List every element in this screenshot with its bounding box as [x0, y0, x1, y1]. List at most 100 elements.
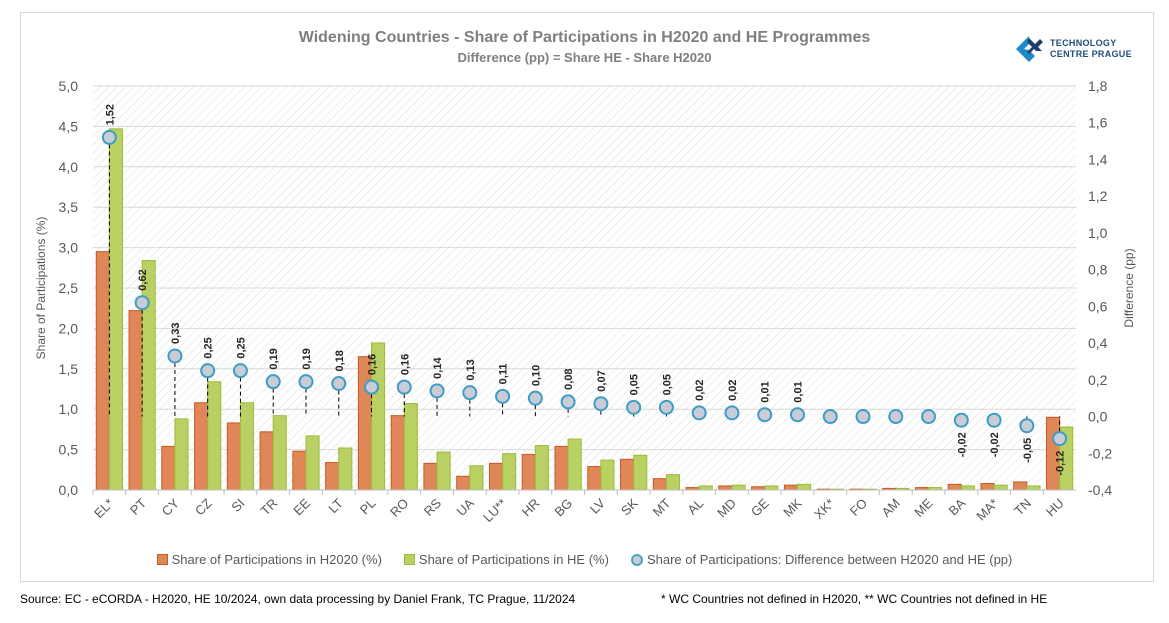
x-tick-label: AM [879, 496, 903, 520]
x-tick-label: UA [454, 495, 478, 519]
difference-point [888, 409, 904, 425]
bar-he [1026, 485, 1041, 491]
y-tick-label: 4,0 [59, 159, 79, 175]
bar-he [796, 483, 812, 491]
bar-h2020 [390, 415, 405, 491]
bar-he [502, 453, 517, 491]
bar-h2020 [1013, 481, 1028, 491]
legend-item-h2020[interactable]: Share of Participations in H2020 (%) [156, 552, 382, 567]
x-tick-label: PT [127, 495, 149, 517]
difference-label: -0,02 [956, 432, 968, 457]
bar-he [534, 445, 549, 491]
difference-label: 0,01 [792, 381, 804, 402]
y2-tick-label: 0,2 [1088, 372, 1108, 388]
difference-label: 0,13 [465, 359, 477, 380]
footnote: * WC Countries not defined in H2020, ** … [661, 592, 1048, 606]
legend-item-he[interactable]: Share of Participations in HE (%) [403, 552, 609, 567]
difference-point [986, 412, 1002, 428]
x-tick-label: CY [159, 495, 183, 519]
bar-h2020 [554, 445, 569, 491]
difference-point [789, 407, 805, 423]
difference-label: 0,02 [727, 379, 739, 400]
x-tick-label: MK [780, 495, 805, 520]
bar-h2020 [423, 462, 438, 491]
y2-tick-label: 1,8 [1088, 78, 1108, 94]
gridlines [93, 85, 1076, 451]
difference-point [1052, 431, 1068, 447]
difference-label: 0,16 [367, 354, 379, 375]
difference-point [691, 405, 707, 421]
logo-text: TECHNOLOGY CENTRE PRAGUE [1050, 38, 1132, 60]
bar-he [239, 402, 255, 491]
bar-he [174, 418, 189, 491]
y-tick-label: 3,5 [59, 199, 79, 215]
difference-point [331, 375, 347, 391]
difference-label: 1,52 [104, 104, 116, 125]
y-tick-label: 1,0 [59, 401, 79, 417]
bar-h2020 [620, 458, 635, 491]
y-axis-title: Share of Participations (%) [34, 217, 48, 360]
bar-h2020 [652, 478, 667, 491]
x-axis: EL* PT CY CZ SI TR EE LT PL RO RS UA LU** HR BG LV SK MT A… [91, 489, 1076, 525]
legend-item-difference[interactable]: Share of Participations: Difference betw… [630, 552, 1013, 567]
y2-tick-label: 0,0 [1088, 409, 1108, 425]
difference-label: 0,19 [301, 348, 313, 369]
difference-label: -0,05 [1022, 438, 1034, 463]
difference-point [757, 407, 773, 423]
tc-prague-logo: TECHNOLOGY CENTRE PRAGUE [1014, 34, 1132, 64]
difference-label: -0,12 [1055, 451, 1067, 476]
x-tick-label: ME [911, 495, 936, 520]
legend-label-difference: Share of Participations: Difference betw… [646, 552, 1013, 567]
x-tick-label: HR [519, 496, 543, 520]
x-tick-label: EL* [91, 496, 116, 521]
logo-line2: CENTRE PRAGUE [1050, 49, 1132, 59]
x-tick-label: TR [257, 496, 280, 519]
bar-he [207, 381, 222, 491]
bar-he [764, 485, 779, 491]
y2-tick-label: 0,4 [1088, 335, 1108, 351]
difference-point [822, 409, 838, 425]
y2-tick-label: 1,4 [1088, 151, 1108, 167]
bar-h2020 [95, 251, 110, 491]
x-tick-label: RO [387, 496, 411, 520]
bar-he [141, 260, 156, 491]
difference-point [396, 379, 412, 395]
difference-label: 0,16 [399, 354, 411, 375]
bar-h2020 [128, 310, 143, 491]
x-tick-label: TN [1011, 496, 1034, 519]
chart-title: Widening Countries - Share of Participat… [298, 29, 871, 46]
bar-h2020 [521, 453, 536, 491]
bar-h2020 [980, 483, 995, 491]
difference-label: 0,33 [170, 323, 182, 344]
y-axis-right: -0,4 -0,2 0,0 0,2 0,4 0,6 0,8 1,0 1,2 1,4 1,6 1,8 [1088, 78, 1112, 498]
legend-swatch-he [403, 554, 415, 565]
x-tick-label: XK* [811, 496, 837, 522]
y-tick-label: 4,5 [59, 118, 79, 134]
bar-h2020 [194, 402, 209, 491]
difference-point [527, 390, 543, 406]
difference-point [921, 409, 937, 425]
x-tick-label: AL [684, 496, 706, 518]
bar-he [108, 128, 123, 491]
legend-swatch-h2020 [156, 554, 168, 565]
bar-he [436, 451, 451, 491]
difference-point [855, 409, 871, 425]
bar-h2020 [161, 445, 176, 491]
x-tick-label: BA [946, 495, 969, 518]
difference-label: 0,62 [137, 269, 149, 290]
bar-he [731, 484, 746, 491]
bar-he [600, 459, 615, 491]
x-tick-label: HU [1043, 496, 1067, 520]
x-tick-label: EE [290, 495, 313, 518]
bar-h2020 [783, 484, 798, 491]
y-tick-label: 2,0 [59, 320, 79, 336]
y2-tick-label: 1,2 [1088, 188, 1108, 204]
data-labels: 1,52 0,62 0,33 0,25 0,25 0,19 0,19 0,18 0,16 0,16… [104, 104, 1066, 476]
difference-label: 0,11 [498, 364, 510, 385]
bar-he [993, 484, 1008, 491]
difference-point [560, 394, 576, 410]
difference-label: 0,18 [334, 350, 346, 371]
y-tick-label: 0,5 [59, 442, 79, 458]
difference-point [724, 405, 740, 421]
source-note: Source: EC - eCORDA - H2020, HE 10/2024,… [20, 592, 576, 606]
